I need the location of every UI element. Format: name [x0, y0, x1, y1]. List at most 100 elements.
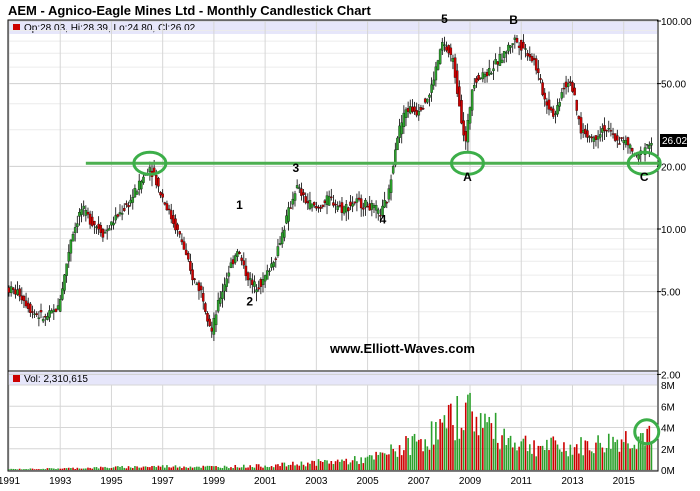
candle-body [110, 221, 113, 226]
price-tick-label: 2.00 [661, 370, 681, 381]
candle-body [22, 296, 26, 301]
candle-body [180, 239, 184, 243]
candle-body [543, 92, 546, 100]
candle-body [182, 241, 186, 250]
candle-body [73, 227, 77, 234]
candle-body [88, 213, 92, 225]
candle-body [189, 261, 192, 271]
candle-body [266, 270, 269, 280]
last-price-box [660, 134, 687, 147]
candle-body [46, 316, 49, 320]
candle-body [505, 52, 508, 54]
candle-body [212, 318, 216, 335]
price-tick-label: 50.00 [661, 80, 686, 91]
candle-body [26, 302, 30, 310]
candle-body [240, 257, 243, 261]
candle-body [637, 154, 640, 160]
candle-body [69, 239, 73, 254]
candle-body [359, 198, 363, 209]
x-tick-label: 2015 [613, 476, 636, 487]
candle-body [24, 300, 28, 307]
candle-body [524, 48, 527, 50]
candle-body [127, 204, 130, 208]
wave-label: A [463, 170, 472, 184]
candle-body [364, 199, 367, 208]
volume-tick-label: 8M [661, 381, 675, 392]
candle-body [370, 203, 374, 210]
candle-body [39, 310, 43, 313]
candle-body [539, 78, 542, 80]
candle-body [280, 232, 284, 245]
candle-body [319, 206, 322, 209]
candle-body [507, 44, 510, 52]
candle-body [603, 125, 606, 131]
candle-body [35, 313, 38, 315]
candle-body [400, 122, 403, 135]
candle-body [310, 203, 314, 208]
candle-body [650, 143, 653, 146]
x-tick-label: 1991 [0, 476, 21, 487]
candle-body [236, 251, 239, 257]
candle-body [598, 134, 602, 138]
volume-tick-label: 4M [661, 424, 675, 435]
candle-body [490, 72, 493, 75]
candle-body [385, 202, 389, 204]
candle-body [411, 106, 414, 112]
candle-body [204, 303, 207, 312]
candle-body [402, 112, 406, 128]
candle-body [419, 107, 423, 111]
candle-body [315, 206, 318, 209]
candle-body [330, 196, 333, 199]
candle-body [58, 299, 62, 312]
candle-body [573, 87, 576, 96]
candle-body [532, 57, 536, 60]
x-tick-label: 2003 [305, 476, 328, 487]
candle-body [445, 46, 448, 51]
candle-body [549, 107, 553, 111]
candle-body [289, 207, 292, 209]
candle-body [466, 120, 470, 143]
candle-body [283, 229, 286, 238]
candle-body [530, 56, 534, 62]
candle-body [566, 83, 570, 87]
candle-body [221, 291, 224, 299]
watermark: www.Elliott-Waves.com [329, 341, 475, 356]
candle-body [611, 133, 615, 135]
candle-body [468, 107, 472, 124]
candle-body [50, 310, 53, 314]
candle-body [103, 232, 107, 234]
candle-body [511, 43, 514, 45]
candle-body [406, 108, 410, 112]
candle-body [509, 45, 512, 48]
candle-body [479, 77, 482, 79]
candle-body [54, 308, 58, 312]
price-legend-swatch [13, 24, 20, 31]
candle-body [197, 282, 201, 291]
chart-title: AEM - Agnico-Eagle Mines Ltd - Monthly C… [8, 3, 371, 18]
highlight-circle [132, 150, 168, 176]
candle-body [116, 214, 120, 217]
candle-body [398, 125, 401, 138]
candle-body [547, 99, 551, 110]
candle-body [16, 289, 19, 295]
highlight-circle [626, 150, 662, 176]
candle-body [584, 128, 587, 135]
candle-body [374, 205, 378, 211]
volume-info-band [9, 372, 657, 385]
candle-body [522, 42, 525, 49]
candle-body [438, 49, 442, 64]
candle-body [481, 72, 485, 80]
candle-body [648, 145, 651, 149]
candle-body [225, 278, 228, 287]
candle-body [630, 148, 634, 152]
candle-body [496, 61, 500, 65]
candle-body [199, 285, 203, 291]
x-tick-label: 1999 [203, 476, 226, 487]
candle-body [201, 293, 205, 302]
candle-body [592, 137, 596, 142]
x-tick-label: 2007 [408, 476, 431, 487]
candle-body [581, 130, 585, 133]
candle-body [379, 215, 382, 217]
candle-body [261, 279, 265, 286]
candle-body [564, 81, 568, 88]
